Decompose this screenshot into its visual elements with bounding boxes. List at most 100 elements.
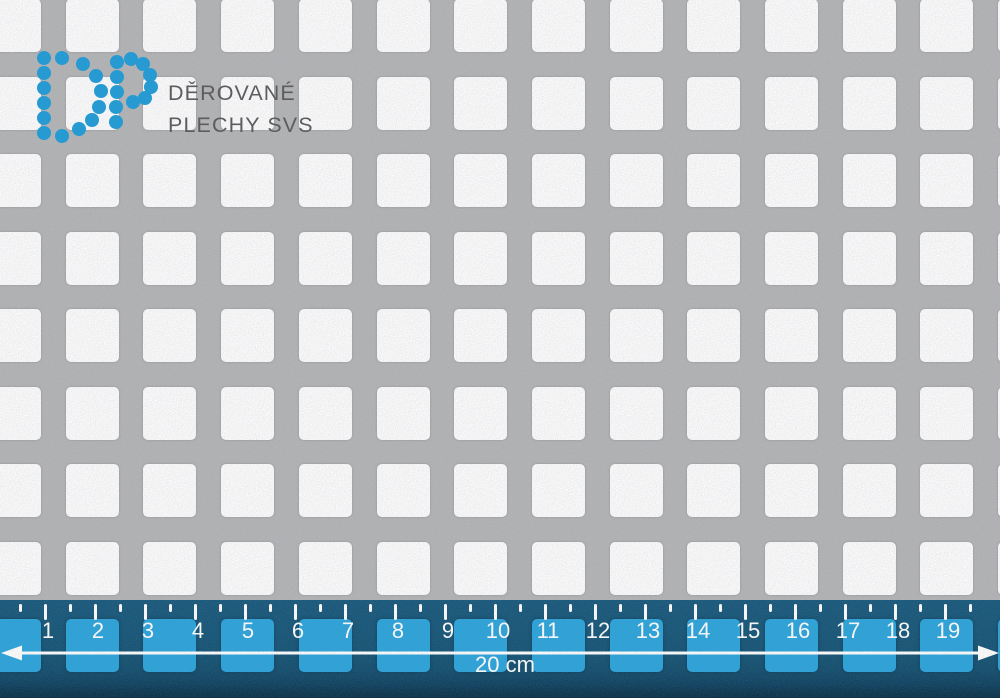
hole-square xyxy=(610,77,663,130)
tick-minor xyxy=(69,604,72,612)
tick-minor xyxy=(919,604,922,612)
hole-square xyxy=(66,309,119,362)
tick-minor xyxy=(519,604,522,612)
hole-square xyxy=(143,232,196,285)
hole-square xyxy=(299,387,352,440)
hole-square xyxy=(687,542,740,595)
hole-square xyxy=(920,0,973,52)
hole-square xyxy=(221,464,274,517)
tick-minor xyxy=(719,604,722,612)
hole-square xyxy=(299,464,352,517)
hole-square xyxy=(532,542,585,595)
hole-square xyxy=(0,542,41,595)
tick-minor xyxy=(819,604,822,612)
ruler-number: 2 xyxy=(91,618,105,643)
tick-minor xyxy=(319,604,322,612)
hole-square xyxy=(610,387,663,440)
hole-square xyxy=(765,77,818,130)
arrowhead-left-icon xyxy=(1,645,22,661)
hole-square xyxy=(377,77,430,130)
hole-square xyxy=(843,0,896,52)
hole-square xyxy=(221,309,274,362)
hole-square xyxy=(687,232,740,285)
ruler-number: 15 xyxy=(735,618,761,643)
hole-square xyxy=(920,77,973,130)
hole-square xyxy=(532,387,585,440)
ruler-number: 19 xyxy=(935,618,961,643)
hole-square xyxy=(299,0,352,52)
tick-minor xyxy=(569,604,572,612)
hole-square xyxy=(687,464,740,517)
hole-square xyxy=(843,232,896,285)
hole-square xyxy=(532,0,585,52)
ruler-number: 18 xyxy=(885,618,911,643)
hole-square xyxy=(532,464,585,517)
hole-square xyxy=(843,154,896,207)
tick-minor xyxy=(369,604,372,612)
hole-square xyxy=(687,387,740,440)
hole-square xyxy=(687,309,740,362)
hole-square xyxy=(143,0,196,52)
hole-square xyxy=(377,464,430,517)
hole-square xyxy=(454,387,507,440)
hole-square xyxy=(765,464,818,517)
ruler-number: 14 xyxy=(685,618,711,643)
hole-square xyxy=(454,309,507,362)
ruler-length-label: 20 cm xyxy=(475,652,535,677)
hole-square xyxy=(454,0,507,52)
tick-minor xyxy=(969,604,972,612)
tick-minor xyxy=(219,604,222,612)
hole-square xyxy=(454,154,507,207)
tick-minor xyxy=(669,604,672,612)
hole-square xyxy=(221,387,274,440)
hole-square xyxy=(299,309,352,362)
tick-minor xyxy=(469,604,472,612)
hole-square xyxy=(143,387,196,440)
ruler-number: 9 xyxy=(441,618,455,643)
hole-square xyxy=(377,232,430,285)
hole-square xyxy=(143,464,196,517)
ruler-number: 6 xyxy=(291,618,305,643)
hole-square xyxy=(0,232,41,285)
hole-square xyxy=(532,77,585,130)
hole-square xyxy=(765,0,818,52)
hole-square xyxy=(0,0,41,52)
hole-square xyxy=(454,77,507,130)
hole-square xyxy=(377,387,430,440)
hole-square xyxy=(843,77,896,130)
tick-minor xyxy=(419,604,422,612)
hole-square xyxy=(610,309,663,362)
hole-square xyxy=(221,542,274,595)
logo-wordmark: DĚROVANÉ PLECHY SVS xyxy=(168,77,314,141)
hole-square xyxy=(843,309,896,362)
hole-square xyxy=(687,0,740,52)
tick-minor xyxy=(869,604,872,612)
dp-logo-icon xyxy=(37,51,158,143)
hole-square xyxy=(765,232,818,285)
ruler-number: 11 xyxy=(536,618,560,643)
hole-square xyxy=(377,542,430,595)
hole-square xyxy=(765,309,818,362)
tick-minor xyxy=(769,604,772,612)
ruler-number: 17 xyxy=(835,618,861,643)
ruler-number: 10 xyxy=(485,618,511,643)
hole-square xyxy=(454,232,507,285)
hole-square xyxy=(610,0,663,52)
hole-square xyxy=(920,154,973,207)
hole-square xyxy=(532,232,585,285)
hole-square xyxy=(66,0,119,52)
hole-square xyxy=(377,0,430,52)
hole-square xyxy=(920,464,973,517)
tick-minor xyxy=(169,604,172,612)
hole-square xyxy=(0,309,41,362)
ruler-number: 8 xyxy=(391,618,405,643)
hole-square xyxy=(143,542,196,595)
tick-minor xyxy=(19,604,22,612)
hole-square xyxy=(610,154,663,207)
hole-square xyxy=(454,464,507,517)
hole-square xyxy=(920,387,973,440)
arrowhead-right-icon xyxy=(978,645,999,661)
ruler-number: 5 xyxy=(241,618,255,643)
hole-square xyxy=(610,232,663,285)
